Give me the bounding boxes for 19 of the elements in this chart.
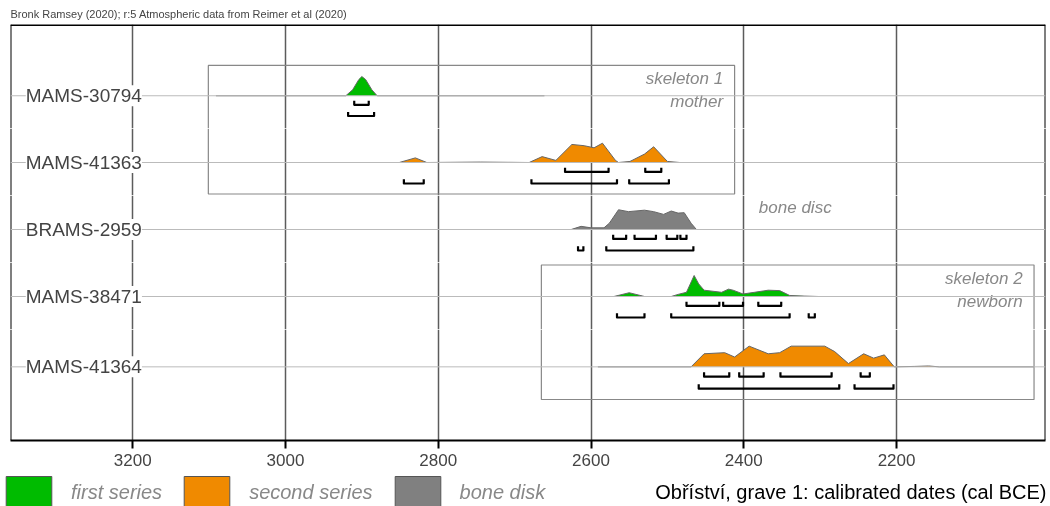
x-tick-label: 2800 (419, 450, 458, 470)
x-tick-label: 2600 (572, 450, 610, 470)
x-tick-label: 2200 (877, 450, 916, 470)
legend-label: first series (71, 480, 163, 504)
x-tick-label: 3000 (266, 450, 305, 470)
x-tick-label: 3200 (113, 450, 152, 470)
annotation: skeleton 2 newborn (945, 269, 1024, 311)
text: Obříství, grave 1: calibrated dates (cal BCE) (655, 480, 1047, 503)
legend-label: bone disk (459, 480, 546, 504)
text: MAMS-41363 (25, 152, 142, 173)
annotation: skeleton 1 mother (645, 69, 725, 112)
text: MAMS-38471 (25, 286, 142, 307)
x-tick-label: 2400 (724, 450, 763, 470)
chart-title: Bronk Ramsey (2020); r:5 Atmospheric data from Reimer et al (2020) (10, 7, 347, 20)
text: MAMS-41364 (25, 356, 143, 378)
text: MAMS-30794 (25, 85, 143, 107)
text: BRAMS-2959 (25, 219, 142, 240)
annotation: bone disc (758, 197, 833, 217)
legend-label: second series (249, 480, 373, 504)
